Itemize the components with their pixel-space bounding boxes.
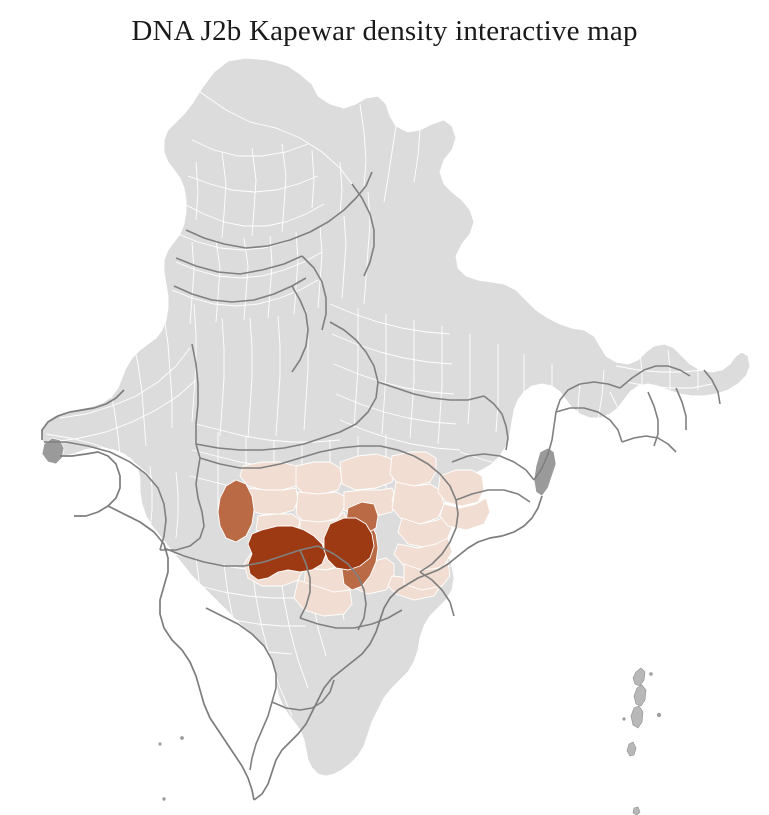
island-car-nicobar[interactable] (632, 806, 641, 815)
island-middle-andaman[interactable] (633, 684, 647, 707)
island-lakshadweep-1[interactable] (158, 742, 162, 746)
region-durg[interactable] (397, 513, 453, 549)
region-yavatmal-washim-cluster[interactable] (323, 517, 375, 571)
region-bastar-north[interactable] (393, 537, 453, 573)
region-chhattisgarh-se[interactable] (439, 497, 491, 531)
island-dot-3 (622, 717, 626, 721)
coastline (41, 389, 543, 801)
island-south-andaman[interactable] (630, 705, 644, 729)
region-amravati[interactable] (295, 491, 345, 523)
page-title: DNA J2b Kapewar density interactive map (131, 15, 638, 47)
island-little-andaman[interactable] (626, 741, 637, 757)
andaman-nicobar-islands[interactable] (622, 667, 662, 815)
region-rajnandgaon[interactable] (391, 481, 445, 525)
region-nashik[interactable] (217, 479, 255, 543)
island-dot-1 (649, 672, 653, 676)
india-map-container[interactable] (0, 52, 769, 815)
region-nizamabad[interactable] (293, 579, 353, 617)
region-chhattisgarh-east[interactable] (437, 469, 485, 507)
india-mainland[interactable] (41, 57, 751, 777)
island-north-andaman[interactable] (632, 667, 646, 687)
no-data-dark-districts[interactable] (41, 437, 557, 497)
island-lakshadweep-2[interactable] (180, 736, 184, 740)
island-dot-2 (656, 712, 662, 718)
lakshadweep-islands[interactable] (158, 736, 184, 801)
india-choropleth-map[interactable] (0, 52, 769, 815)
state-boundary-lines (44, 171, 721, 771)
map-landmass (41, 57, 751, 777)
island-lakshadweep-3[interactable] (162, 797, 166, 801)
region-akola[interactable] (295, 461, 343, 495)
region-south24parganas[interactable] (533, 447, 557, 497)
region-bhandara[interactable] (389, 451, 437, 487)
region-kutch-tip[interactable] (41, 437, 65, 465)
